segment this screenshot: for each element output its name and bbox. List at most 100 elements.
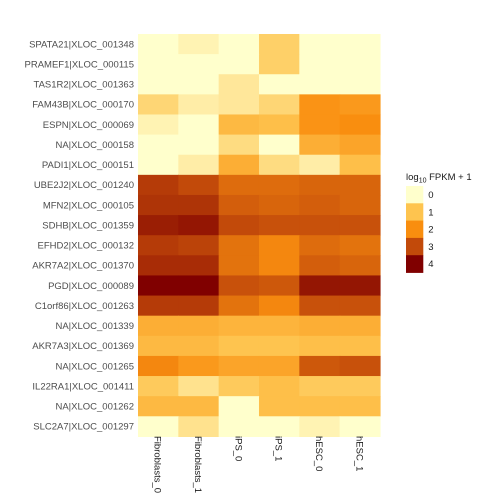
heatmap-cell: [258, 416, 300, 437]
legend-label: 1: [428, 207, 433, 218]
heatmap-cell: [299, 154, 341, 176]
heatmap-cell: [258, 94, 300, 116]
column-label: hESC_1: [353, 436, 364, 471]
heatmap-cell: [178, 94, 220, 116]
legend-key: [406, 186, 424, 204]
heatmap-cell: [299, 235, 341, 256]
heatmap-cell: [299, 315, 341, 337]
legend-label: 0: [428, 190, 433, 201]
heatmap-cell: [138, 275, 179, 297]
heatmap-cell: [218, 54, 260, 75]
legend-label: 3: [428, 242, 433, 253]
heatmap-cell: [138, 235, 179, 256]
row-label: AKR7A2|XLOC_001370: [32, 261, 134, 272]
heatmap-cell: [339, 376, 381, 397]
legend-key: [406, 255, 424, 273]
heatmap-cell: [218, 255, 260, 277]
legend-label: 4: [428, 259, 433, 270]
heatmap-cell: [339, 94, 381, 116]
legend-label: 2: [428, 225, 433, 236]
heatmap-cell: [258, 134, 300, 156]
heatmap-cell: [258, 255, 300, 277]
heatmap-cell: [258, 295, 300, 317]
heatmap-cell: [258, 335, 300, 357]
heatmap-cell: [299, 416, 341, 437]
heatmap-cell: [178, 114, 220, 136]
heatmap-cell: [258, 194, 300, 216]
row-label: IL22RA1|XLOC_001411: [32, 381, 134, 392]
heatmap-cell: [218, 376, 260, 397]
row-label: PGD|XLOC_000089: [48, 281, 134, 292]
legend-key: [406, 203, 424, 221]
heatmap-cell: [299, 376, 341, 397]
heatmap-cell: [138, 34, 179, 55]
heatmap-cell: [138, 134, 179, 156]
heatmap-cell: [178, 295, 220, 317]
heatmap-cell: [138, 295, 179, 317]
heatmap-cell: [218, 235, 260, 256]
heatmap-cell: [339, 74, 381, 95]
heatmap-cell: [258, 114, 300, 136]
heatmap-cell: [218, 134, 260, 156]
heatmap-cell: [299, 34, 341, 55]
heatmap-cell: [299, 54, 341, 75]
heatmap-cell: [138, 114, 179, 136]
heatmap-cell: [178, 315, 220, 337]
heatmap-cell: [339, 114, 381, 136]
heatmap-cell: [339, 134, 381, 156]
heatmap-cell: [339, 416, 381, 437]
heatmap-cell: [258, 315, 300, 337]
heatmap-cell: [339, 295, 381, 317]
heatmap-cell: [258, 215, 300, 236]
heatmap-cell: [299, 255, 341, 277]
heatmap-cell: [138, 376, 179, 397]
heatmap-cell: [339, 54, 381, 75]
heatmap-cell: [138, 54, 179, 75]
row-label: NA|XLOC_001265: [55, 361, 134, 372]
heatmap-cell: [218, 275, 260, 297]
heatmap-cell: [339, 355, 381, 377]
heatmap-cell: [178, 335, 220, 357]
row-label: ESPN|XLOC_000069: [43, 120, 134, 131]
row-label: SPATA21|XLOC_001348: [29, 39, 134, 50]
heatmap-cell: [218, 114, 260, 136]
heatmap-cell: [218, 174, 260, 196]
column-label: Fibroblasts_1: [192, 436, 203, 493]
row-label: PADI1|XLOC_000151: [42, 160, 134, 171]
heatmap-cell: [258, 355, 300, 377]
heatmap-cell: [258, 376, 300, 397]
heatmap-cell: [299, 275, 341, 297]
heatmap-cell: [218, 295, 260, 317]
heatmap-cell: [218, 355, 260, 377]
heatmap-cell: [218, 154, 260, 176]
heatmap-cell: [178, 416, 220, 437]
heatmap-cell: [218, 396, 260, 417]
heatmap-cell: [299, 215, 341, 236]
heatmap-cell: [218, 416, 260, 437]
row-label: C1orf86|XLOC_001263: [35, 301, 134, 312]
heatmap-cell: [178, 34, 220, 55]
heatmap-cell: [218, 74, 260, 95]
column-labels: Fibroblasts_0 Fibroblasts_1 iPS_0 iPS_1 hESC…: [152, 436, 365, 493]
heatmap-cell: [299, 335, 341, 357]
legend: log10 FPKM + 1 0 1 2 3 4: [406, 172, 472, 273]
heatmap-cell: [299, 355, 341, 377]
heatmap-cell: [339, 34, 381, 55]
heatmap-cell: [138, 74, 179, 95]
row-label: MFN2|XLOC_000105: [43, 200, 134, 211]
heatmap-cell: [258, 275, 300, 297]
heatmap-cell: [299, 134, 341, 156]
heatmap-cell: [178, 154, 220, 176]
heatmap-cell: [258, 235, 300, 256]
legend-key: [406, 220, 424, 239]
heatmap-cell: [178, 194, 220, 216]
row-label: FAM43B|XLOC_000170: [32, 100, 134, 111]
heatmap-cell: [178, 74, 220, 95]
heatmap-cell: [138, 335, 179, 357]
heatmap-cell: [178, 255, 220, 277]
heatmap-cell: [218, 194, 260, 216]
heatmap-cell: [138, 174, 179, 196]
heatmap-cell: [299, 74, 341, 95]
heatmap-cell: [218, 215, 260, 236]
row-label: NA|XLOC_001262: [55, 402, 134, 413]
